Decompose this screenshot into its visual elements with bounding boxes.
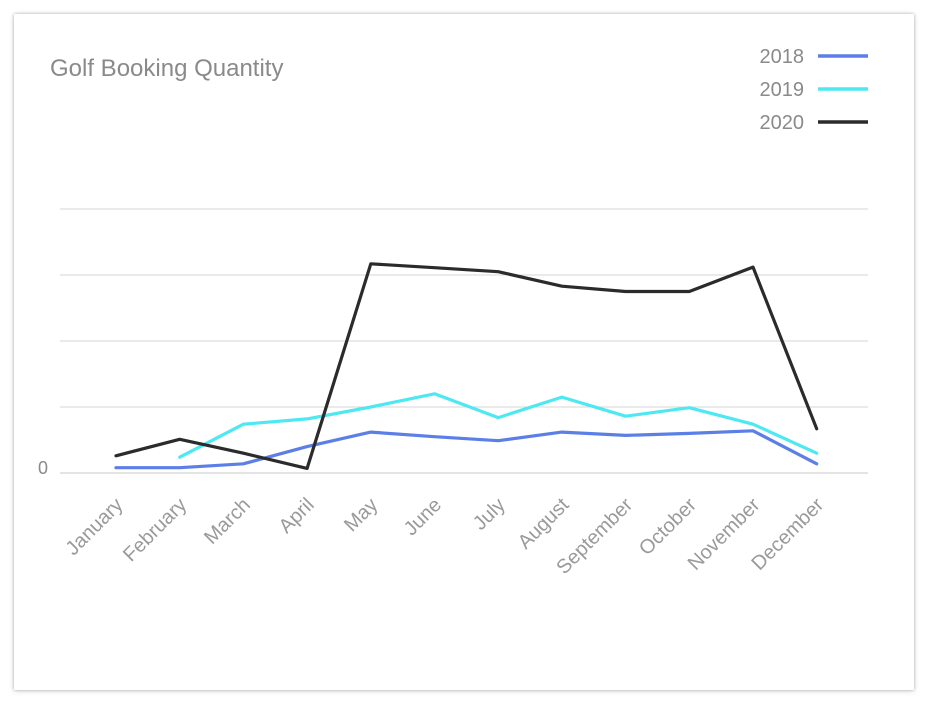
- series-line-2018: [114, 429, 819, 470]
- series-line-2019: [178, 392, 819, 459]
- chart-title: Golf Booking Quantity: [50, 55, 283, 82]
- series-lines: [114, 262, 819, 470]
- y-axis-labels: 0: [38, 458, 48, 478]
- legend-label: 2020: [760, 112, 805, 134]
- chart-card: Golf Booking Quantity 0 January February M…: [14, 14, 914, 690]
- x-tick-label: October: [635, 494, 701, 560]
- legend: 2018 2019 2020: [760, 46, 868, 134]
- legend-label: 2019: [760, 79, 805, 101]
- y-tick-label: 0: [38, 458, 48, 478]
- x-tick-label: June: [400, 494, 446, 540]
- legend-label: 2018: [760, 46, 805, 68]
- x-tick-label: January: [62, 494, 128, 560]
- x-tick-label: July: [469, 494, 510, 535]
- series-line-2020: [114, 262, 819, 470]
- x-tick-label: April: [275, 494, 319, 538]
- x-tick-label: May: [340, 494, 382, 536]
- x-tick-label: August: [514, 494, 574, 554]
- gridlines: [60, 208, 868, 474]
- x-tick-label: February: [119, 494, 191, 566]
- x-tick-label: March: [200, 494, 255, 549]
